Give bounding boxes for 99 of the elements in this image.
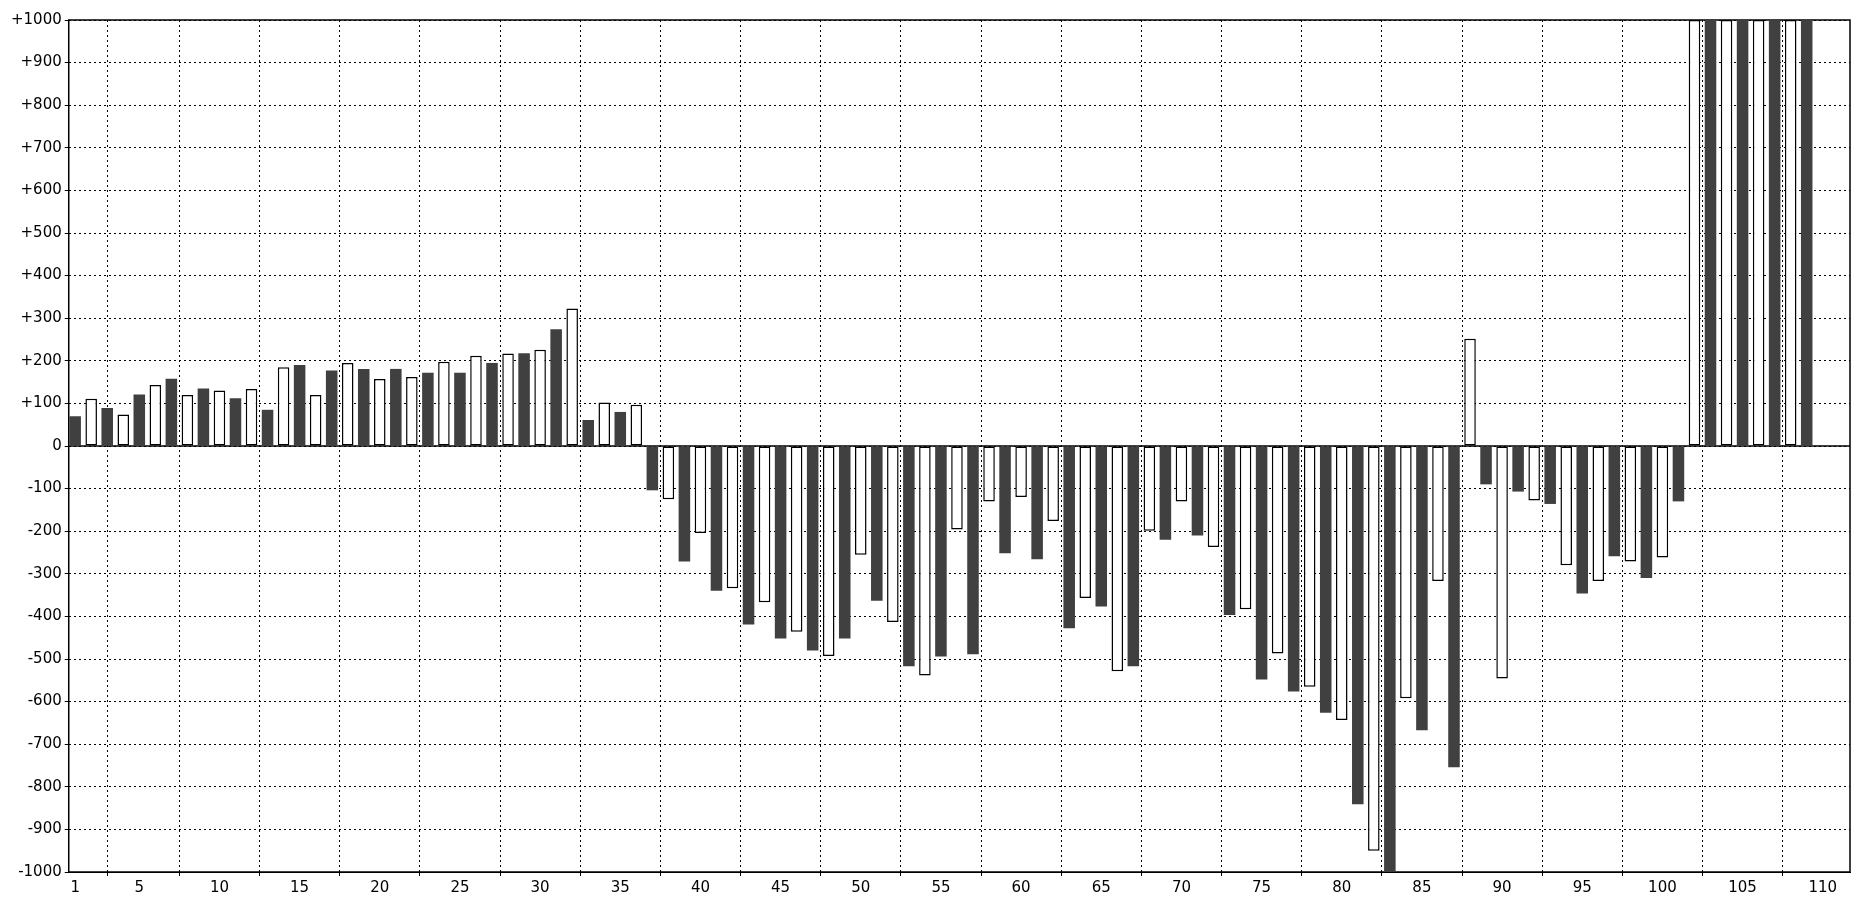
y-tick-label: +100 xyxy=(20,393,62,412)
y-tick-label: +300 xyxy=(20,308,62,327)
x-tick-label: 45 xyxy=(771,877,791,896)
y-tick-label: -800 xyxy=(27,776,62,795)
x-tick-label: 65 xyxy=(1091,877,1111,896)
bar xyxy=(1319,446,1332,713)
x-tick-label: 75 xyxy=(1252,877,1272,896)
bar xyxy=(1416,446,1428,731)
y-tick-label: -500 xyxy=(27,648,62,667)
x-tick-label: 5 xyxy=(134,877,145,896)
bar xyxy=(1255,446,1268,680)
bar xyxy=(1640,446,1653,579)
x-tick-label: 90 xyxy=(1492,877,1512,896)
bar xyxy=(293,365,306,446)
bar xyxy=(422,372,434,446)
x-tick-label: 80 xyxy=(1332,877,1352,896)
bar xyxy=(1063,446,1075,629)
x-tick-label: 15 xyxy=(290,877,310,896)
y-tick-label: +400 xyxy=(20,265,62,284)
y-tick-label: +200 xyxy=(20,350,62,369)
bar xyxy=(1191,446,1204,536)
y-tick-label: +700 xyxy=(20,137,62,156)
bar xyxy=(1800,20,1813,446)
x-tick-label: 30 xyxy=(530,877,550,896)
x-tick-label: 105 xyxy=(1728,877,1757,896)
bar xyxy=(774,446,787,639)
bar xyxy=(1480,446,1492,485)
bar xyxy=(101,408,113,446)
x-tick-label: 55 xyxy=(931,877,951,896)
x-tick-label: 50 xyxy=(851,877,871,896)
bar xyxy=(1608,446,1621,557)
bar xyxy=(614,411,627,446)
y-tick-label: +900 xyxy=(20,52,62,71)
y-tick-label: -700 xyxy=(27,734,62,753)
bar xyxy=(1576,446,1589,594)
y-tick-label: +1000 xyxy=(10,9,62,28)
bar xyxy=(1448,446,1460,768)
bar xyxy=(1672,446,1685,502)
bar xyxy=(903,446,915,667)
bar xyxy=(1031,446,1043,560)
x-tick-label: 1 xyxy=(70,877,80,896)
x-tick-label: 20 xyxy=(370,877,390,896)
x-tick-label: 100 xyxy=(1648,877,1677,896)
bar xyxy=(935,446,947,657)
bar xyxy=(325,370,338,446)
y-tick-label: +500 xyxy=(20,222,62,241)
bar xyxy=(838,446,851,639)
y-tick-label: -600 xyxy=(27,691,62,710)
bar xyxy=(1095,446,1108,607)
bar xyxy=(1127,446,1140,667)
bar xyxy=(1704,20,1717,446)
bar xyxy=(1223,446,1236,616)
bar xyxy=(197,388,210,446)
x-tick-label: 70 xyxy=(1171,877,1191,896)
y-tick-label: 0 xyxy=(52,435,62,454)
bar xyxy=(1287,446,1300,692)
bar xyxy=(229,398,242,446)
x-tick-label: 10 xyxy=(209,877,229,896)
bar xyxy=(1768,20,1781,446)
y-tick-label: -200 xyxy=(27,521,62,540)
x-tick-label: 95 xyxy=(1572,877,1592,896)
bar xyxy=(582,420,594,446)
bar xyxy=(165,378,178,446)
bar xyxy=(1352,446,1364,805)
bar xyxy=(742,446,755,625)
bar xyxy=(486,362,498,446)
y-tick-label: +600 xyxy=(20,180,62,199)
bar xyxy=(261,409,274,446)
bar xyxy=(967,446,979,655)
bar xyxy=(69,416,81,446)
x-tick-label: 25 xyxy=(450,877,470,896)
x-tick-label: 110 xyxy=(1808,877,1838,896)
y-tick-label: -900 xyxy=(27,819,62,838)
bar xyxy=(999,446,1011,554)
bar xyxy=(357,368,370,446)
bar xyxy=(1159,446,1172,540)
x-tick-label: 60 xyxy=(1011,877,1031,896)
y-tick-label: +800 xyxy=(20,95,62,114)
bar xyxy=(678,446,691,562)
x-tick-label: 35 xyxy=(610,877,630,896)
bar xyxy=(1384,446,1396,872)
bar xyxy=(390,368,402,446)
y-tick-label: -100 xyxy=(27,478,62,497)
y-tick-label: -400 xyxy=(27,606,62,625)
bar xyxy=(1544,446,1556,504)
bar xyxy=(518,353,530,446)
x-tick-label: 40 xyxy=(690,877,710,896)
bar xyxy=(133,394,146,446)
bar xyxy=(1512,446,1524,492)
bar xyxy=(871,446,883,601)
bar xyxy=(806,446,819,651)
bar xyxy=(550,329,562,446)
bar xyxy=(646,446,659,491)
bar xyxy=(710,446,723,591)
x-tick-label: 85 xyxy=(1412,877,1432,896)
bar xyxy=(454,372,466,446)
bar xyxy=(1736,20,1749,446)
y-tick-label: -1000 xyxy=(18,861,62,880)
y-tick-label: -300 xyxy=(27,563,62,582)
